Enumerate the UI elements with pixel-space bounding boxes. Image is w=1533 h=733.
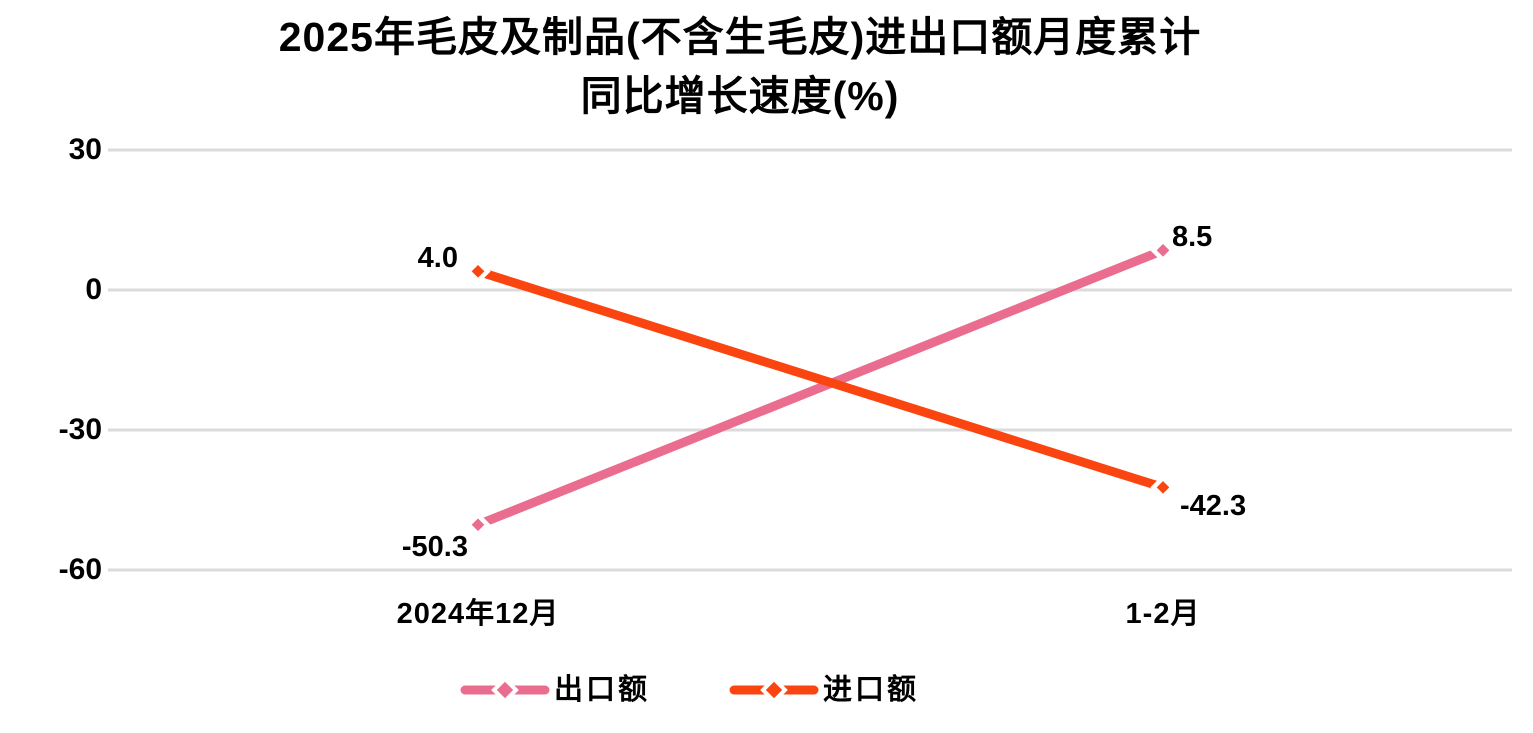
chart-title-line2: 同比增长速度(%) (580, 73, 900, 119)
chart-title-line1: 2025年毛皮及制品(不含生毛皮)进出口额月度累计 (278, 14, 1202, 60)
legend-import-line-marker-icon (729, 678, 819, 702)
data-label-import-1-2: -42.3 (1180, 490, 1247, 523)
data-label-import-2024-12: 4.0 (417, 242, 458, 275)
legend-item-export[interactable]: 出口额 (459, 674, 650, 707)
x-axis-label-1-2: 1-2月 (1125, 598, 1201, 630)
y-axis-tick-n30: -30 (58, 413, 102, 446)
legend-export-line-marker-icon (460, 678, 550, 702)
legend-item-import[interactable]: 进口额 (728, 674, 919, 707)
legend: 出口额 进口额 (0, 667, 1378, 713)
legend-label-export: 出口额 (553, 673, 650, 706)
y-axis-tick-30: 30 (68, 133, 102, 166)
x-axis-label-2024-12: 2024年12月 (396, 598, 560, 630)
data-label-export-2024-12: -50.3 (401, 530, 468, 563)
data-label-export-1-2: 8.5 (1172, 221, 1213, 254)
legend-label-import: 进口额 (823, 673, 920, 706)
y-axis-tick-n60: -60 (58, 553, 102, 586)
chart-title: 2025年毛皮及制品(不含生毛皮)进出口额月度累计 同比增长速度(%) (0, 8, 1480, 126)
y-axis-tick-0: 0 (85, 273, 102, 306)
